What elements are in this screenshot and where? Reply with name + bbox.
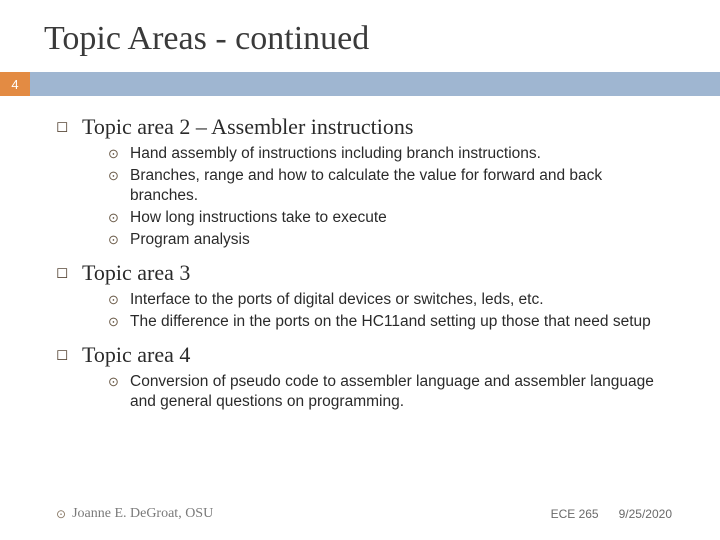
slide-date: 9/25/2020 bbox=[619, 507, 672, 521]
topic-items: ⊙ Conversion of pseudo code to assembler… bbox=[56, 372, 672, 412]
slide-footer: ⊙ Joanne E. DeGroat, OSU ECE 265 9/25/20… bbox=[0, 506, 720, 522]
list-item-text: Program analysis bbox=[130, 230, 250, 250]
topic-items: ⊙ Interface to the ports of digital devi… bbox=[56, 290, 672, 332]
header-bar: 4 bbox=[0, 72, 720, 96]
list-item-text: Interface to the ports of digital device… bbox=[130, 290, 544, 310]
target-bullet-icon: ⊙ bbox=[108, 144, 122, 164]
list-item: ⊙ Interface to the ports of digital devi… bbox=[108, 290, 672, 310]
list-item-text: Branches, range and how to calculate the… bbox=[130, 166, 672, 206]
copyright-icon: ⊙ bbox=[56, 507, 66, 521]
topic-heading: ◻ Topic area 2 – Assembler instructions bbox=[56, 114, 672, 140]
footer-right: ECE 265 9/25/2020 bbox=[551, 507, 672, 521]
square-bullet-icon: ◻ bbox=[56, 260, 70, 286]
header-blue-bar bbox=[30, 72, 720, 96]
list-item: ⊙ The difference in the ports on the HC1… bbox=[108, 312, 672, 332]
target-bullet-icon: ⊙ bbox=[108, 372, 122, 412]
course-code: ECE 265 bbox=[551, 507, 599, 521]
topic-heading-text: Topic area 3 bbox=[82, 260, 190, 286]
topic-heading: ◻ Topic area 3 bbox=[56, 260, 672, 286]
list-item-text: How long instructions take to execute bbox=[130, 208, 387, 228]
square-bullet-icon: ◻ bbox=[56, 114, 70, 140]
target-bullet-icon: ⊙ bbox=[108, 290, 122, 310]
slide-content: ◻ Topic area 2 – Assembler instructions … bbox=[0, 96, 720, 412]
list-item: ⊙ Conversion of pseudo code to assembler… bbox=[108, 372, 672, 412]
target-bullet-icon: ⊙ bbox=[108, 230, 122, 250]
list-item: ⊙ Hand assembly of instructions includin… bbox=[108, 144, 672, 164]
target-bullet-icon: ⊙ bbox=[108, 166, 122, 206]
square-bullet-icon: ◻ bbox=[56, 342, 70, 368]
list-item-text: The difference in the ports on the HC11a… bbox=[130, 312, 651, 332]
list-item-text: Conversion of pseudo code to assembler l… bbox=[130, 372, 672, 412]
list-item: ⊙ Program analysis bbox=[108, 230, 672, 250]
copyright-text: Joanne E. DeGroat, OSU bbox=[72, 506, 551, 522]
topic-heading: ◻ Topic area 4 bbox=[56, 342, 672, 368]
list-item: ⊙ Branches, range and how to calculate t… bbox=[108, 166, 672, 206]
topic-heading-text: Topic area 4 bbox=[82, 342, 190, 368]
list-item-text: Hand assembly of instructions including … bbox=[130, 144, 541, 164]
page-number-badge: 4 bbox=[0, 72, 30, 96]
target-bullet-icon: ⊙ bbox=[108, 208, 122, 228]
topic-heading-text: Topic area 2 – Assembler instructions bbox=[82, 114, 413, 140]
list-item: ⊙ How long instructions take to execute bbox=[108, 208, 672, 228]
slide-title: Topic Areas - continued bbox=[0, 0, 720, 72]
target-bullet-icon: ⊙ bbox=[108, 312, 122, 332]
topic-items: ⊙ Hand assembly of instructions includin… bbox=[56, 144, 672, 250]
